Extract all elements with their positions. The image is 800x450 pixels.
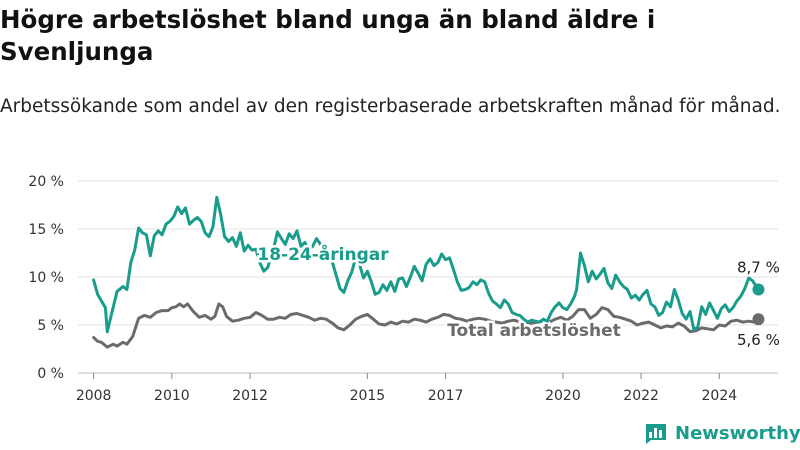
y-tick-label: 10 % (28, 270, 64, 286)
series-line-total (92, 302, 760, 349)
y-tick-label: 15 % (28, 222, 64, 238)
x-tick-label: 2020 (545, 388, 581, 404)
series-18-24-end-point (752, 283, 765, 296)
chart-title: Högre arbetslöshet bland unga än bland ä… (0, 5, 656, 66)
x-tick-label: 2008 (76, 388, 112, 404)
series-line-18-24 (92, 195, 760, 334)
bar-chart-logo-icon (646, 424, 666, 444)
series-label-18-24: 18-24-åringar (257, 243, 389, 265)
y-tick-label: 20 % (28, 174, 64, 190)
x-tick-label: 2024 (702, 388, 738, 404)
newsworthy-logo: Newsworthy (644, 420, 800, 446)
y-tick-label: 0 % (37, 366, 64, 382)
chart-subtitle: Arbetssökande som andel av den registerb… (0, 96, 781, 117)
series-18-24-end-label: 8,7 % (737, 258, 780, 276)
x-tick-label: 2012 (232, 388, 268, 404)
series-label-total: Total arbetslöshet (447, 321, 621, 341)
x-tick-label: 2022 (623, 388, 659, 404)
x-tick-label: 2010 (154, 388, 190, 404)
series-total-end-label: 5,6 % (737, 331, 780, 349)
y-tick-label: 5 % (37, 318, 64, 334)
x-tick-label: 2015 (350, 388, 386, 404)
x-tick-label: 2017 (428, 388, 464, 404)
brand-name: Newsworthy (675, 422, 800, 444)
series-total-end-point (752, 313, 765, 326)
